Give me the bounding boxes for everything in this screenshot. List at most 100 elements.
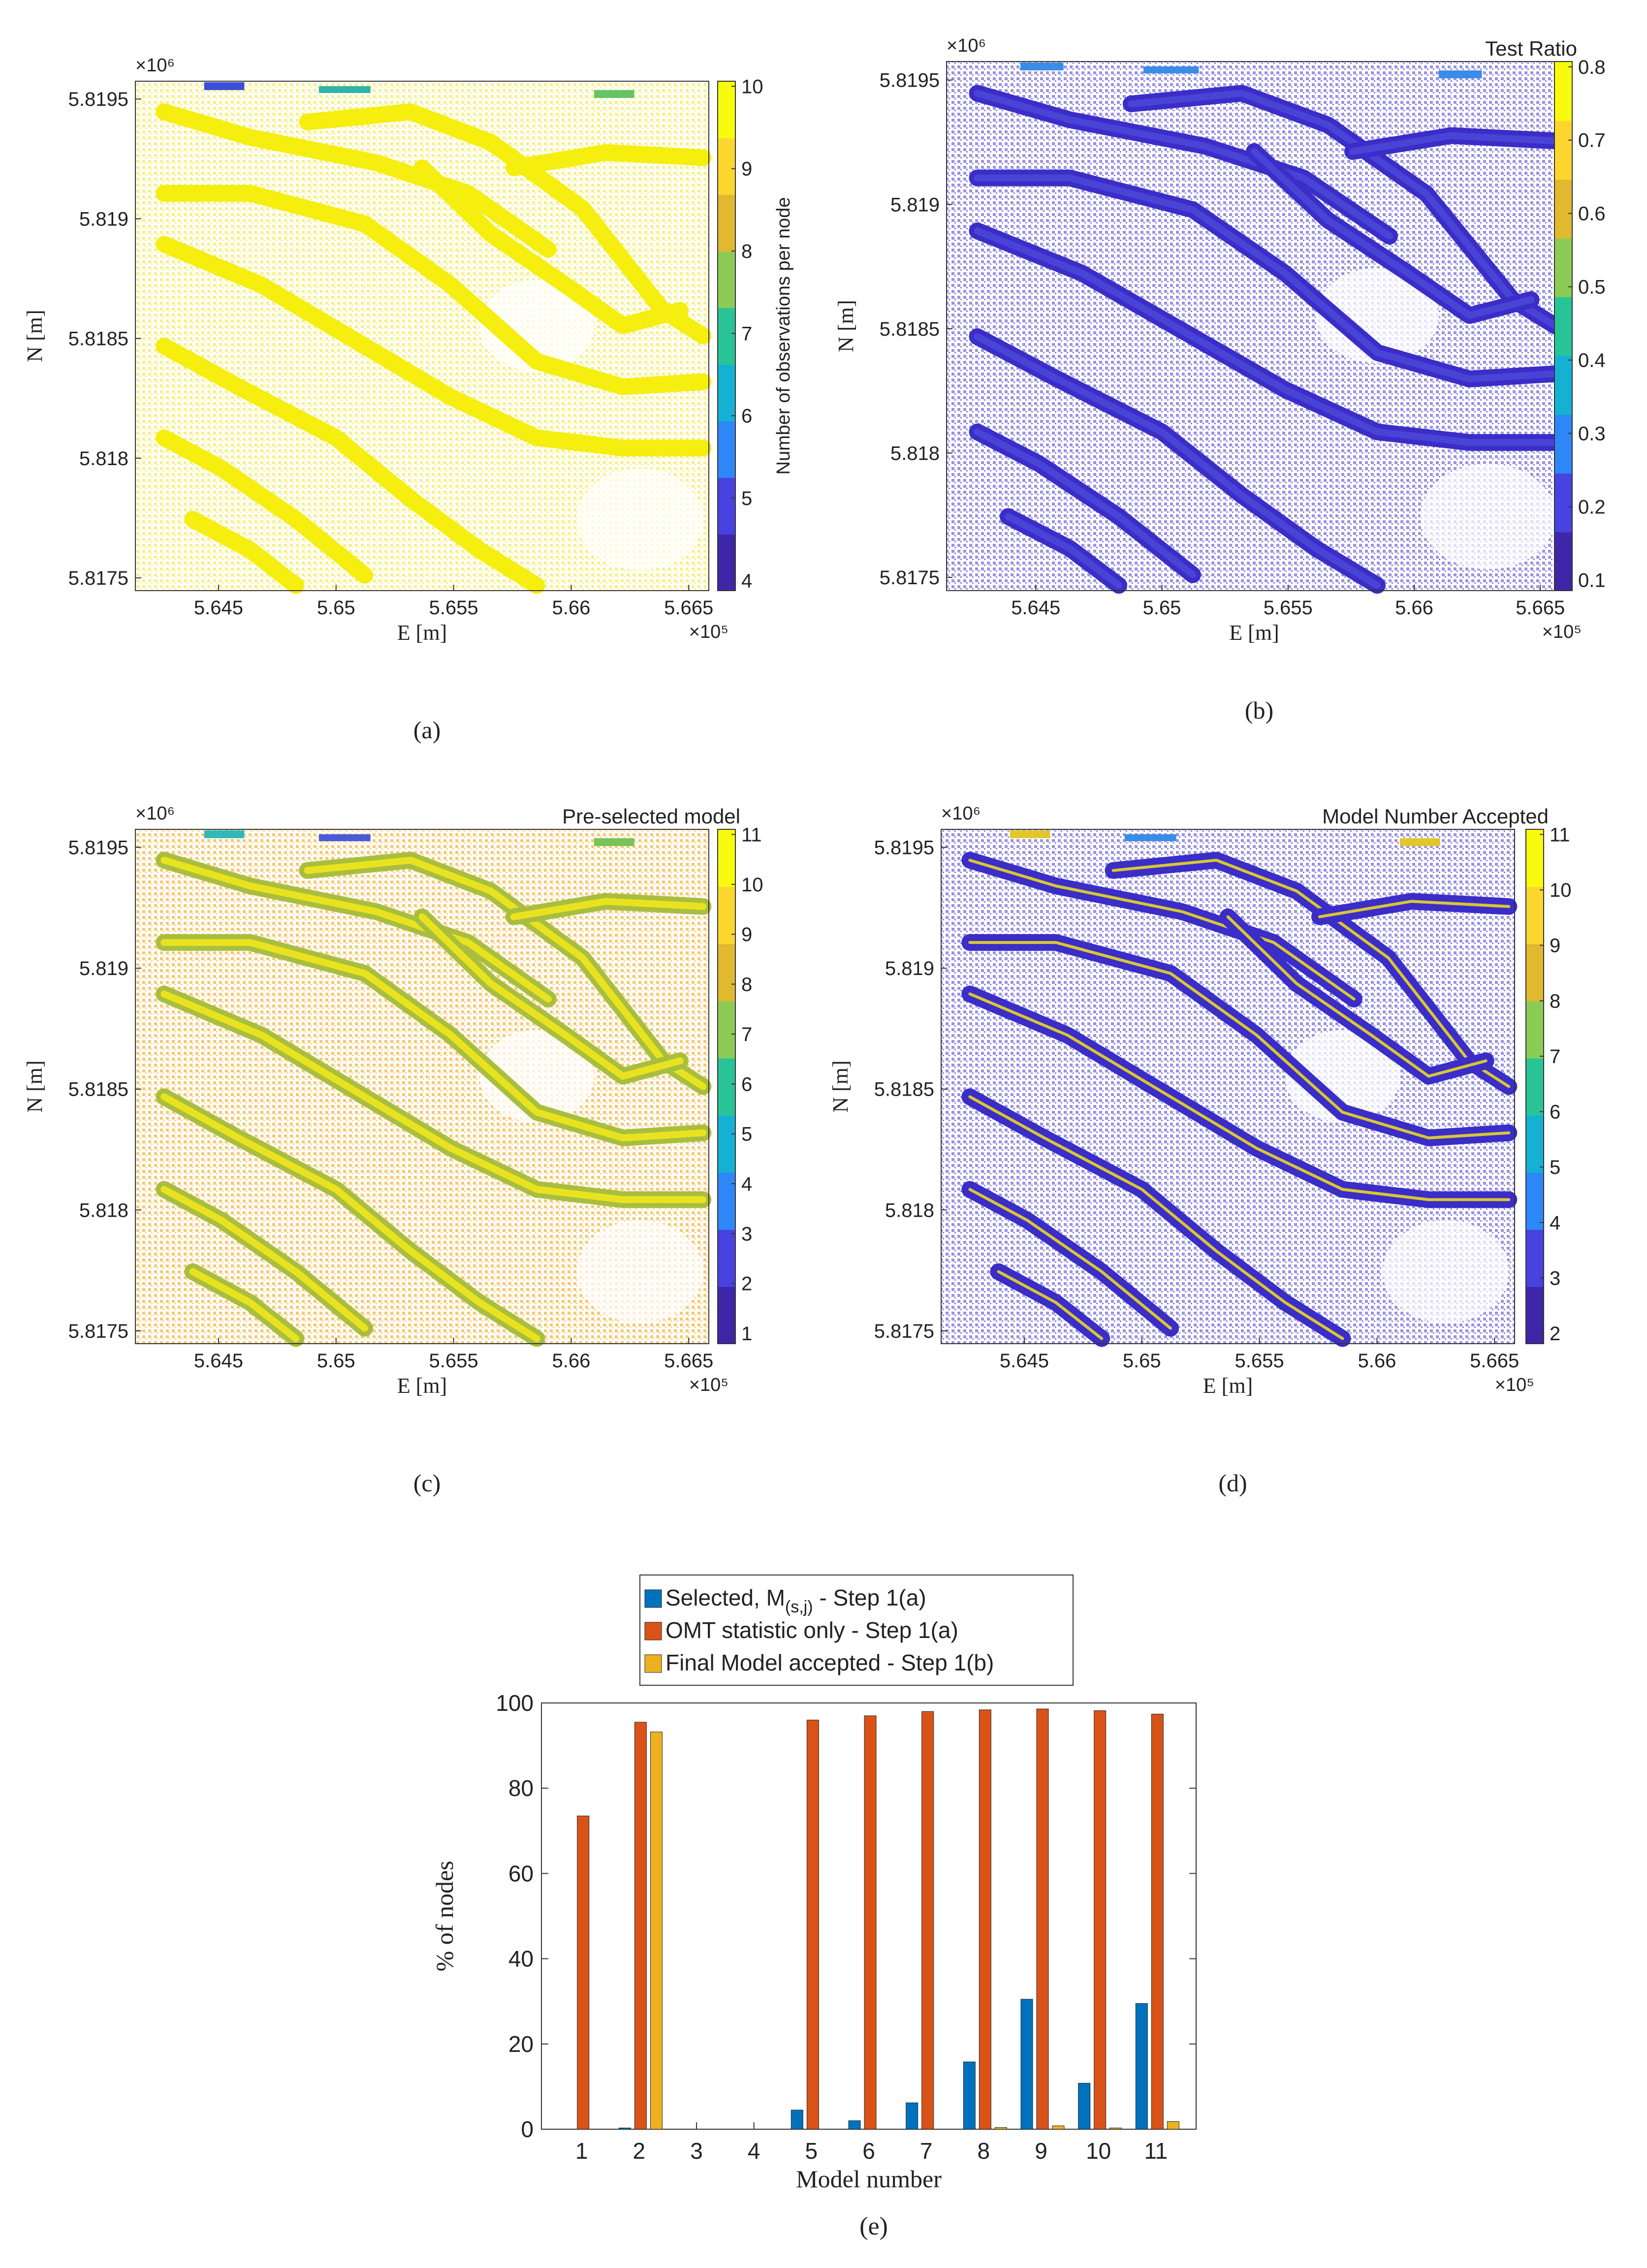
legend: Selected, M(s,j) - Step 1(a)OMT statisti… <box>639 1575 1074 1686</box>
colorbar-tick-label: 2 <box>1550 1323 1560 1345</box>
y-axis-label: N [m] <box>834 300 858 352</box>
stripe <box>413 159 689 334</box>
edge-mark <box>594 90 634 98</box>
colorbar-tick-label: 1 <box>741 1323 752 1345</box>
colorbar-tick-label: 10 <box>741 874 763 896</box>
colorbar-tick-label: 5 <box>1550 1157 1560 1178</box>
bar-x-tick-label: 2 <box>633 2138 646 2164</box>
map-panels: 5.645 5.65 5.655 5.66 5.6655.81955.8195.8185… <box>23 35 1606 1497</box>
y-exponent: ×10⁶ <box>947 35 986 56</box>
clearing <box>1285 1030 1400 1123</box>
x-tick-label: 5.665 <box>664 1350 713 1372</box>
colorbar-tick-label: 11 <box>1550 824 1570 846</box>
bar-omt <box>1151 1714 1164 2130</box>
x-tick-label: 5.66 <box>552 1350 590 1372</box>
bar-omt <box>1036 1708 1049 2130</box>
x-tick-label: 5.655 <box>429 1350 478 1372</box>
stripe <box>156 185 712 395</box>
x-tick-label: 5.645 <box>194 1350 243 1372</box>
subfigure-label: (c) <box>413 1469 441 1497</box>
colorbar-tick-label: 0.7 <box>1578 130 1606 152</box>
colorbar-segment <box>1554 62 1572 121</box>
colorbar-segment <box>718 81 735 138</box>
y-tick-label: 5.8175 <box>68 1321 128 1342</box>
bar-y-tick-label: 60 <box>508 1860 534 1886</box>
colorbar-tick-label: 4 <box>741 570 752 592</box>
y-exponent: ×10⁶ <box>941 803 981 824</box>
bar-y-tick-label: 100 <box>496 1690 534 1716</box>
bar-selected <box>963 2061 976 2130</box>
colorbar: 10 9 8 7 6 5 4 Number of observations per node <box>717 76 794 592</box>
colorbar-segment <box>718 308 735 365</box>
bar-omt <box>979 1709 991 2130</box>
colorbar-segment <box>718 1001 735 1059</box>
legend-entry: Final Model accepted - Step 1(b) <box>665 1650 994 1675</box>
edge-mark <box>594 838 634 846</box>
y-tick-label: 5.819 <box>885 958 934 979</box>
clearing <box>1420 464 1556 569</box>
stripe-core <box>974 227 1559 446</box>
x-tick-label: 5.665 <box>1516 597 1565 619</box>
bar-y-tick-label: 80 <box>508 1775 534 1801</box>
x-tick-label: 5.65 <box>1123 1350 1161 1372</box>
colorbar-segment <box>1554 414 1572 474</box>
bar-y-tick-label: 20 <box>508 2031 534 2057</box>
panel-title: Test Ratio <box>1485 37 1577 60</box>
colorbar-tick-label: 10 <box>1550 880 1572 901</box>
panel-a: 5.645 5.65 5.655 5.66 5.6655.81955.8195.8185… <box>23 55 794 744</box>
panel-c: 5.645 5.65 5.655 5.66 5.6655.81955.8195.8185… <box>23 803 763 1497</box>
y-tick-label: 5.819 <box>79 958 128 979</box>
edge-mark <box>1143 66 1199 73</box>
edge-mark <box>1010 830 1050 838</box>
colorbar-tick-label: 3 <box>1550 1267 1560 1289</box>
bar-accepted <box>1109 2127 1122 2130</box>
edge-mark <box>204 82 245 90</box>
stripe-core <box>1318 900 1511 918</box>
colorbar-segment <box>718 534 735 591</box>
colorbar-segment <box>718 1229 735 1287</box>
colorbar-segment <box>718 1286 735 1344</box>
y-tick-label: 5.8175 <box>874 1321 934 1342</box>
colorbar: 0.8 0.7 0.6 0.5 0.4 0.3 0.2 0.1 <box>1554 57 1606 592</box>
x-exponent: ×10⁵ <box>689 622 728 642</box>
y-tick-label: 5.8185 <box>68 328 128 350</box>
bar-accepted <box>1052 2125 1065 2130</box>
colorbar-segment <box>1554 473 1572 533</box>
clearing <box>479 280 594 372</box>
colorbar-segment <box>1554 355 1572 415</box>
stripe-core <box>974 174 1559 382</box>
colorbar-frame <box>717 81 736 591</box>
y-tick-label: 5.819 <box>890 194 940 216</box>
bar-x-tick-label: 1 <box>575 2138 588 2164</box>
colorbar-tick-label: 0.4 <box>1578 350 1606 372</box>
colorbar-tick-label: 11 <box>741 824 762 846</box>
y-tick-label: 5.818 <box>79 448 128 470</box>
axes-frame <box>135 81 709 591</box>
legend-swatch <box>644 1589 662 1608</box>
x-axis-label: E [m] <box>397 621 447 645</box>
x-tick-label: 5.66 <box>1395 597 1433 619</box>
x-tick-label: 5.66 <box>552 597 590 619</box>
bar-x-tick-label: 6 <box>862 2138 875 2164</box>
stripe-core <box>968 941 1511 1139</box>
colorbar-segment <box>1526 1001 1544 1059</box>
colorbar-segment <box>1526 1058 1544 1116</box>
colorbar-tick-label: 0.3 <box>1578 423 1606 445</box>
colorbar-tick-label: 8 <box>741 974 752 996</box>
y-tick-label: 5.8175 <box>880 567 940 589</box>
y-axis-label: N [m] <box>828 1060 853 1112</box>
y-tick-label: 5.8175 <box>68 567 128 589</box>
colorbar-tick-label: 3 <box>741 1223 752 1245</box>
colorbar-tick-label: 6 <box>741 1073 752 1095</box>
bar-accepted <box>650 1732 663 2130</box>
y-tick-label: 5.8195 <box>880 70 940 92</box>
colorbar-tick-label: 5 <box>741 1124 752 1145</box>
bar-y-tick-label: 0 <box>521 2116 534 2142</box>
y-axis-label: N [m] <box>23 310 47 362</box>
y-tick-label: 5.819 <box>79 208 128 230</box>
y-axis-label: N [m] <box>23 1060 47 1112</box>
bar-selected <box>1020 1999 1033 2130</box>
stripe <box>156 103 557 258</box>
x-tick-label: 5.655 <box>1264 597 1313 619</box>
y-exponent: ×10⁶ <box>135 803 175 824</box>
